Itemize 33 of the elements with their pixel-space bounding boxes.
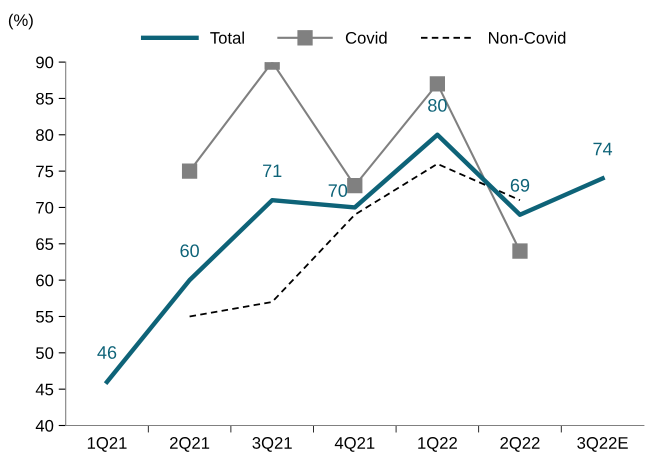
data-label: 70 <box>328 184 348 197</box>
data-label: 74 <box>593 142 612 156</box>
legend-label: Total <box>210 32 244 44</box>
data-label: 71 <box>263 164 282 177</box>
x-tick-label: 1Q22 <box>418 437 457 452</box>
data-label: 69 <box>510 178 530 192</box>
y-tick-label: 85 <box>36 92 54 105</box>
x-tick-label: 4Q21 <box>334 437 374 452</box>
data-label: 60 <box>180 244 199 258</box>
y-tick-label: 45 <box>36 384 54 396</box>
x-tick-label: 3Q22E <box>577 437 628 452</box>
point <box>430 76 446 92</box>
y-tick-label: 90 <box>36 56 54 68</box>
y-tick-label: 65 <box>36 238 54 250</box>
x-tick-label: 2Q22 <box>500 437 540 452</box>
y-tick-label: 80 <box>36 129 54 141</box>
data-label: 80 <box>428 98 447 112</box>
point <box>512 243 528 259</box>
y-tick-label: 55 <box>36 311 54 323</box>
legend-label: Covid <box>346 32 387 44</box>
data-label: 46 <box>97 346 116 359</box>
x-tick-label: 1Q21 <box>88 437 127 452</box>
y-tick-label: 75 <box>36 166 54 178</box>
y-tick-label: 70 <box>36 202 54 214</box>
x-tick-label: 3Q21 <box>252 437 292 452</box>
legend-label: Non-Covid <box>489 32 566 44</box>
y-tick-label: 50 <box>36 347 54 360</box>
point <box>182 163 198 179</box>
y-tick-label: 60 <box>36 274 54 286</box>
y-axis-title: (%) <box>8 14 33 30</box>
y-tick-label: 40 <box>36 420 54 432</box>
point <box>347 178 362 194</box>
x-tick-label: 2Q21 <box>170 437 210 452</box>
